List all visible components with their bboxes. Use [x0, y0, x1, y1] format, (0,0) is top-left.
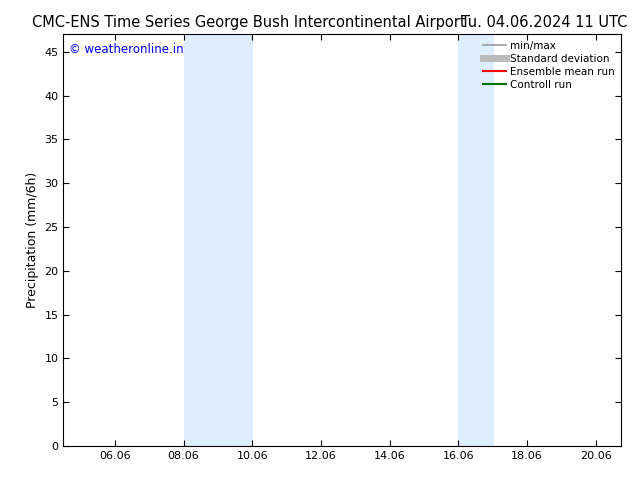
Bar: [458, 34, 493, 446]
Text: CMC-ENS Time Series George Bush Intercontinental Airport: CMC-ENS Time Series George Bush Intercon…: [32, 15, 465, 30]
Legend: min/max, Standard deviation, Ensemble mean run, Controll run: min/max, Standard deviation, Ensemble me…: [479, 36, 619, 94]
Y-axis label: Precipitation (mm/6h): Precipitation (mm/6h): [26, 172, 39, 308]
Bar: [184, 34, 252, 446]
Text: © weatheronline.in: © weatheronline.in: [69, 43, 184, 55]
Text: Tu. 04.06.2024 11 UTC: Tu. 04.06.2024 11 UTC: [462, 15, 628, 30]
